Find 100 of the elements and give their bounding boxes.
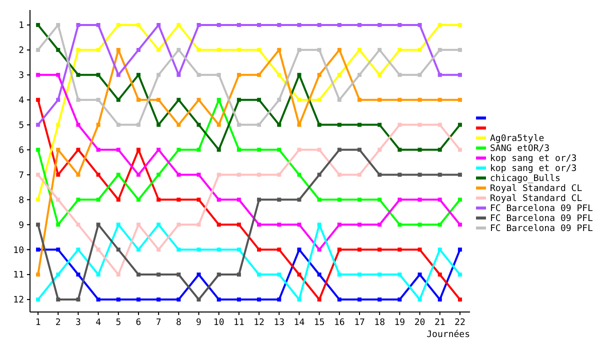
point	[236, 122, 241, 127]
point	[76, 172, 80, 177]
point	[358, 272, 362, 277]
x-tick-label: 16	[334, 318, 345, 328]
point	[337, 272, 342, 277]
point	[418, 22, 422, 27]
point	[378, 98, 382, 102]
point	[277, 198, 282, 202]
x-tick-label: 14	[294, 318, 305, 328]
point	[418, 172, 422, 177]
point	[196, 222, 201, 227]
x-tick-label: 18	[374, 318, 386, 328]
point	[337, 298, 342, 302]
point	[438, 148, 442, 152]
point	[398, 298, 402, 302]
point	[96, 122, 100, 127]
point	[317, 98, 322, 102]
x-tick-label: 9	[196, 318, 202, 328]
point	[438, 272, 442, 277]
point	[96, 48, 100, 52]
point	[56, 72, 60, 77]
x-tick-label: 20	[414, 318, 426, 328]
point	[257, 248, 262, 252]
point	[438, 172, 442, 177]
point	[337, 22, 342, 27]
x-tick-label: 22	[454, 318, 466, 328]
point	[176, 222, 181, 227]
point	[257, 72, 262, 77]
point	[297, 122, 302, 127]
point	[297, 22, 302, 27]
x-tick-label: 6	[136, 318, 142, 328]
point	[358, 172, 362, 177]
point	[277, 48, 282, 52]
point	[337, 48, 342, 52]
point	[378, 198, 382, 202]
point	[156, 298, 161, 302]
point	[337, 248, 342, 252]
point	[96, 298, 100, 302]
point	[36, 148, 40, 152]
point	[96, 222, 100, 227]
point	[398, 148, 402, 152]
point	[438, 22, 442, 27]
legend-label: FC Barcelona 09 PFL	[490, 224, 593, 234]
point	[216, 172, 221, 177]
point	[398, 98, 402, 102]
point	[196, 272, 201, 277]
point	[358, 122, 362, 127]
point	[418, 222, 422, 227]
point	[257, 98, 262, 102]
x-tick-label: 11	[234, 318, 244, 328]
point	[418, 148, 422, 152]
point	[116, 72, 120, 77]
point	[176, 298, 181, 302]
point	[458, 248, 462, 252]
point	[96, 198, 100, 202]
point	[136, 298, 140, 302]
point	[216, 272, 221, 277]
point	[196, 298, 201, 302]
x-tick-label: 19	[394, 318, 406, 328]
point	[116, 222, 120, 227]
point	[398, 72, 402, 77]
point	[236, 98, 241, 102]
point	[136, 272, 140, 277]
point	[438, 98, 442, 102]
legend-label: kop sang et or/3	[490, 154, 577, 164]
point	[76, 222, 80, 227]
point	[277, 72, 282, 77]
point	[378, 22, 382, 27]
y-tick-label: 11	[13, 270, 24, 281]
point	[76, 248, 80, 252]
point	[337, 122, 342, 127]
point	[438, 248, 442, 252]
point	[257, 22, 262, 27]
point	[378, 222, 382, 227]
point	[358, 248, 362, 252]
point	[317, 222, 322, 227]
point	[136, 172, 140, 177]
point	[56, 272, 60, 277]
point	[76, 198, 80, 202]
point	[56, 22, 60, 27]
point	[196, 122, 201, 127]
point	[317, 72, 322, 77]
point	[378, 248, 382, 252]
point	[176, 122, 181, 127]
x-tick-label: 3	[76, 318, 81, 328]
point	[337, 198, 342, 202]
legend-label: Ag0ra5tyle	[490, 134, 544, 144]
point	[156, 148, 161, 152]
point	[216, 198, 221, 202]
y-tick-label: 7	[18, 170, 24, 181]
point	[378, 148, 382, 152]
point	[277, 98, 282, 102]
point	[317, 122, 322, 127]
point	[337, 172, 342, 177]
point	[176, 198, 181, 202]
x-tick-label: 10	[213, 318, 224, 328]
point	[196, 198, 201, 202]
point	[56, 122, 60, 127]
point	[317, 22, 322, 27]
point	[236, 48, 241, 52]
